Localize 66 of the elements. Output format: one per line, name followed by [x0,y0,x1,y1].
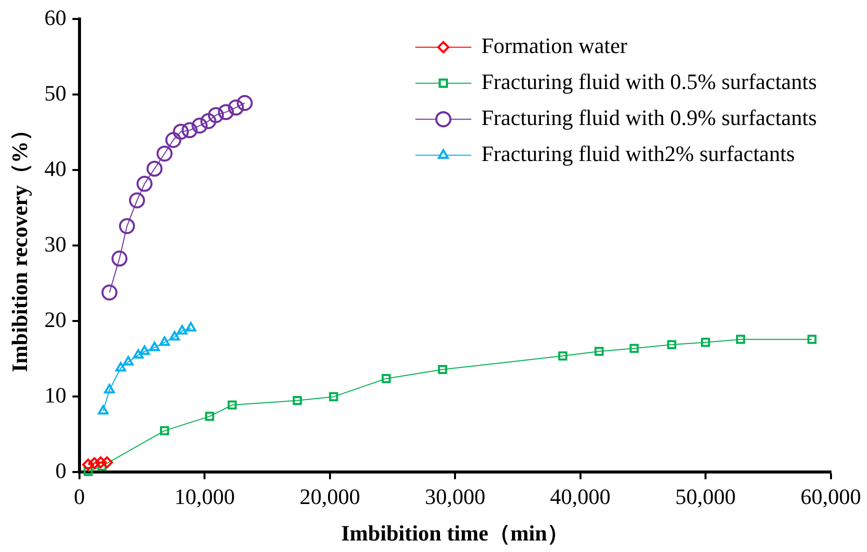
x-tick-label: 10,000 [174,484,235,510]
point [146,160,163,177]
point [807,334,816,344]
point [438,364,448,374]
point [205,412,214,421]
y-tick-label: 30 [44,231,66,256]
x-tick-label: 20,000 [300,484,360,510]
point [156,146,173,162]
legend-label: Fracturing fluid with2% surfactants [481,140,795,166]
point [122,356,134,366]
point [98,405,109,415]
point [160,426,170,436]
point [292,396,302,406]
point [228,100,244,116]
point [700,338,710,347]
legend-label: Fracturing fluid with 0.5% surfactants [481,68,817,94]
x-tick-label: 60,000 [800,484,861,510]
point [100,456,113,468]
point [132,349,144,359]
x-tick-label: 0 [74,484,85,510]
point [176,325,188,335]
x-axis-title: Imbibition time（min） [341,520,570,546]
point [118,218,135,234]
point [84,466,93,476]
point [218,104,234,120]
point [159,336,170,346]
point [594,346,604,356]
y-tick-label: 0 [55,458,66,483]
x-tick-label: 30,000 [424,484,486,510]
point [630,344,639,353]
y-tick-label: 40 [44,156,66,181]
point [182,122,198,138]
point [139,345,150,355]
point [136,176,153,192]
point [186,322,196,332]
x-tick-label: 50,000 [675,484,736,510]
point [104,384,115,394]
point [208,107,224,124]
point [129,192,146,208]
point [228,400,237,410]
point [169,331,180,341]
y-tick-label: 20 [44,306,66,332]
point [329,392,338,402]
point [667,340,676,350]
point [115,362,126,372]
point [172,124,189,140]
point [236,95,253,112]
point [101,284,118,301]
point [94,456,107,468]
point [192,118,208,134]
point [200,113,216,130]
point [736,334,746,344]
point [111,250,128,267]
x-tick-label: 40,000 [550,484,611,510]
legend-label: Fracturing fluid with 0.9% surfactants [481,104,817,130]
y-tick-label: 50 [44,80,66,106]
point [82,458,94,471]
point [558,351,568,360]
y-tick-label: 60 [44,4,66,30]
y-axis-title: Imbibition recovery（%） [6,119,32,372]
point [149,342,160,352]
point [165,132,182,148]
point [88,457,100,470]
legend-label: Formation water [481,32,628,58]
point [382,374,391,384]
y-tick-label: 10 [44,382,66,408]
